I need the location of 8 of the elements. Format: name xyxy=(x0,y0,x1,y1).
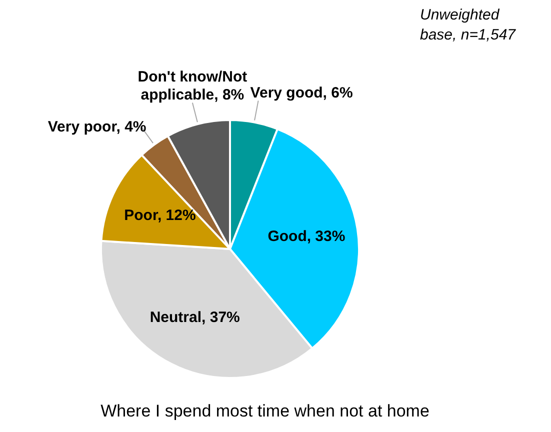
text: Where I spend most time when not at home xyxy=(100,402,430,421)
slice-label: Very poor, 4% xyxy=(48,118,146,136)
text: Unweighted base, n=1,547 xyxy=(420,6,516,44)
slice-label: Very good, 6% xyxy=(250,84,353,102)
slice-label: Poor, 12% xyxy=(124,207,196,224)
slice-label: Neutral, 37% xyxy=(150,309,240,326)
slice-label: Don't know/Not applicable, 8% xyxy=(138,68,248,104)
slice-label: Good, 33% xyxy=(268,228,346,246)
